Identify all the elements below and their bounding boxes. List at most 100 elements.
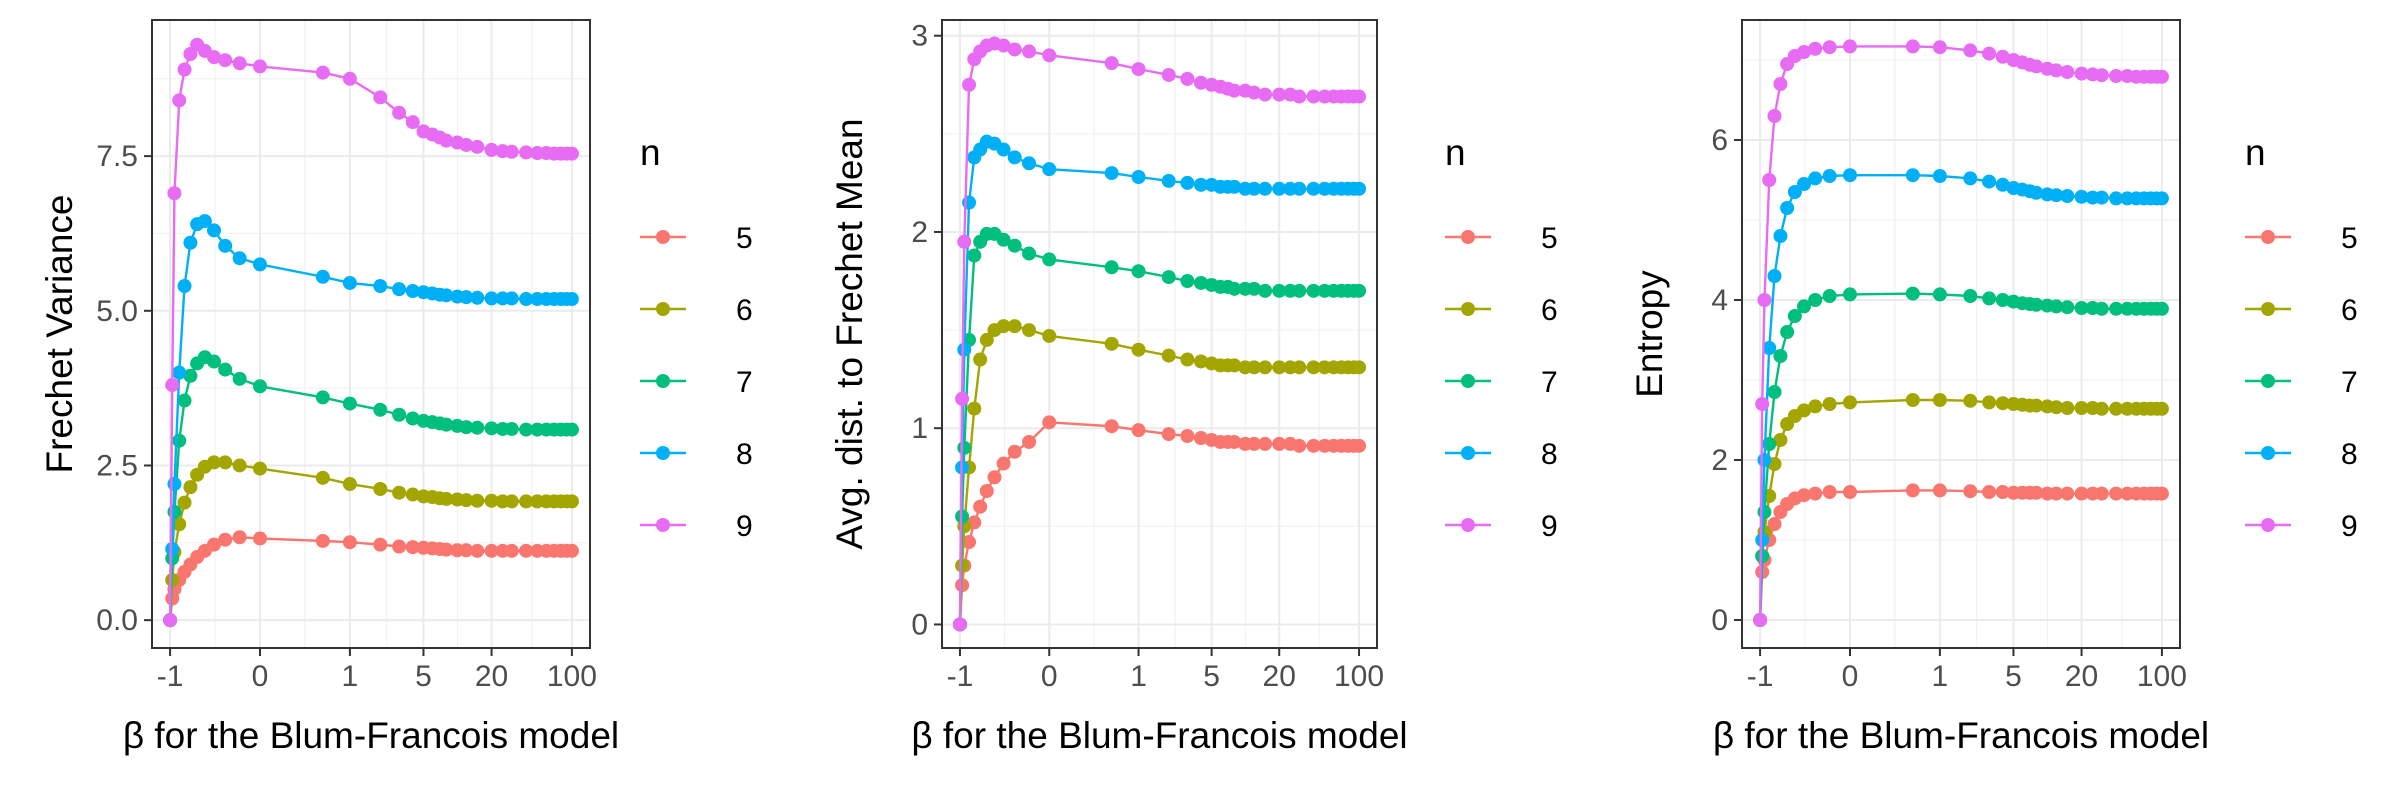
data-point <box>1842 168 1857 183</box>
data-point <box>439 491 454 506</box>
data-point <box>218 362 233 377</box>
legend-key-point <box>1461 230 1475 244</box>
data-point <box>165 542 180 557</box>
data-point <box>519 292 534 307</box>
data-point <box>1932 287 1947 302</box>
data-point <box>1272 436 1287 451</box>
data-point <box>2109 486 2124 501</box>
data-point <box>1963 484 1978 499</box>
data-point <box>1767 517 1782 531</box>
data-point <box>504 543 519 558</box>
legend-key-5: 5 <box>2245 222 2358 255</box>
data-point <box>967 401 982 416</box>
data-point <box>232 56 247 71</box>
data-point <box>252 59 267 74</box>
data-point <box>232 251 247 266</box>
data-point <box>519 145 534 160</box>
data-point <box>1352 89 1367 104</box>
data-point <box>2060 189 2075 203</box>
data-point <box>2074 66 2089 81</box>
data-point <box>459 137 474 152</box>
data-point <box>1808 41 1823 56</box>
data-point <box>1808 171 1823 186</box>
data-point <box>996 142 1011 157</box>
data-point <box>1292 181 1307 196</box>
y-tick-label: 7.5 <box>96 140 138 173</box>
data-point <box>1131 62 1146 77</box>
x-tick-label: -1 <box>1747 660 1774 693</box>
data-point <box>1247 360 1262 375</box>
data-point <box>342 535 357 550</box>
y-tick-label: 3 <box>911 20 928 53</box>
data-point <box>232 458 247 473</box>
data-point <box>504 494 519 509</box>
data-point <box>470 493 485 508</box>
x-tick-label: 100 <box>2137 660 2187 693</box>
legend-key-9: 9 <box>2245 510 2358 543</box>
data-point <box>1272 87 1287 102</box>
data-point <box>1755 397 1770 411</box>
data-point <box>1797 177 1812 191</box>
x-tick-label: 100 <box>547 660 597 693</box>
data-point <box>1104 56 1119 71</box>
y-tick-label: 0 <box>911 608 928 641</box>
legend-label: 6 <box>736 294 753 327</box>
data-point <box>2094 401 2109 416</box>
data-point <box>197 214 212 229</box>
data-point <box>1932 483 1947 498</box>
data-point <box>392 105 407 120</box>
legend-label: 8 <box>736 438 753 471</box>
data-point <box>1780 325 1795 339</box>
data-point <box>1247 281 1262 296</box>
data-point <box>1905 393 1920 407</box>
legend-label: 5 <box>1541 222 1558 255</box>
data-point <box>459 543 474 558</box>
data-point <box>1905 39 1920 54</box>
data-point <box>2109 301 2124 316</box>
x-axis-title: β for the Blum-Francois model <box>1713 715 2209 756</box>
data-point <box>172 517 187 532</box>
data-point <box>504 291 519 306</box>
data-point <box>1022 246 1037 261</box>
data-point <box>1227 434 1242 449</box>
legend-key-6: 6 <box>2245 294 2358 327</box>
data-point <box>315 533 330 548</box>
data-point <box>1995 49 2010 64</box>
data-point <box>405 487 420 502</box>
data-point <box>1104 336 1119 351</box>
data-point <box>459 420 474 435</box>
data-point <box>2029 297 2044 312</box>
data-point <box>2049 299 2064 314</box>
x-tick-label: 0 <box>252 660 269 693</box>
legend: n 5 6 7 8 9 <box>640 132 753 543</box>
y-tick-label: 2 <box>1711 444 1728 477</box>
data-point <box>1022 323 1037 338</box>
y-tick-label: 0.0 <box>96 604 138 637</box>
data-point <box>504 144 519 159</box>
x-tick-label: 1 <box>1130 660 1147 693</box>
legend-key-point <box>1461 518 1475 532</box>
y-tick-label: 6 <box>1711 124 1728 157</box>
data-point <box>1161 348 1176 363</box>
legend-title: n <box>2245 132 2266 173</box>
data-point <box>459 493 474 508</box>
data-point <box>1247 85 1262 100</box>
data-point <box>564 494 579 509</box>
y-tick-label: 4 <box>1711 284 1728 317</box>
legend-label: 7 <box>736 366 753 399</box>
data-point <box>1773 433 1788 447</box>
data-point <box>1104 260 1119 275</box>
data-point <box>1822 169 1837 183</box>
data-point <box>1982 485 1997 499</box>
legend-title: n <box>640 132 661 173</box>
legend-title: n <box>1445 132 1466 173</box>
data-point <box>1022 434 1037 449</box>
data-point <box>252 461 267 476</box>
data-point <box>1131 423 1146 438</box>
data-point <box>1292 283 1307 298</box>
data-point <box>1131 264 1146 279</box>
x-tick-label: 100 <box>1334 660 1384 693</box>
x-tick-label: 0 <box>1041 660 1058 693</box>
data-point <box>1007 238 1022 253</box>
